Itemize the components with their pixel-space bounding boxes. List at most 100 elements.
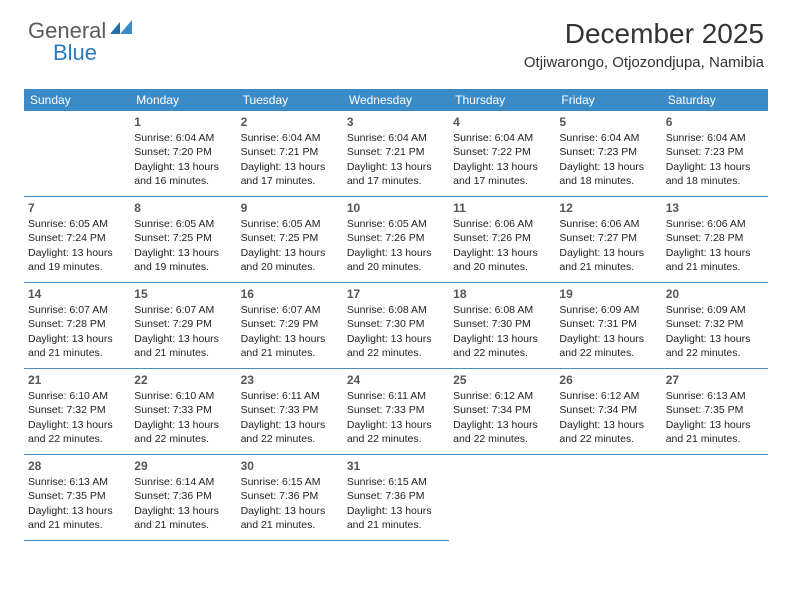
calendar-cell: 10Sunrise: 6:05 AMSunset: 7:26 PMDayligh…: [343, 197, 449, 283]
calendar-header-row: SundayMondayTuesdayWednesdayThursdayFrid…: [24, 89, 768, 111]
sunrise-text: Sunrise: 6:10 AM: [134, 389, 232, 403]
sunset-text: Sunset: 7:29 PM: [241, 317, 339, 331]
calendar-cell: 22Sunrise: 6:10 AMSunset: 7:33 PMDayligh…: [130, 369, 236, 455]
sunrise-text: Sunrise: 6:06 AM: [559, 217, 657, 231]
daylight-text: Daylight: 13 hours and 22 minutes.: [241, 418, 339, 446]
daylight-text: Daylight: 13 hours and 21 minutes.: [241, 332, 339, 360]
sunset-text: Sunset: 7:29 PM: [134, 317, 232, 331]
sunrise-text: Sunrise: 6:09 AM: [559, 303, 657, 317]
sunrise-text: Sunrise: 6:08 AM: [453, 303, 551, 317]
sunset-text: Sunset: 7:32 PM: [666, 317, 764, 331]
weekday-header: Monday: [130, 89, 236, 111]
sunset-text: Sunset: 7:26 PM: [453, 231, 551, 245]
sunset-text: Sunset: 7:28 PM: [28, 317, 126, 331]
calendar-cell: 4Sunrise: 6:04 AMSunset: 7:22 PMDaylight…: [449, 111, 555, 197]
calendar-cell: 15Sunrise: 6:07 AMSunset: 7:29 PMDayligh…: [130, 283, 236, 369]
sunrise-text: Sunrise: 6:04 AM: [347, 131, 445, 145]
daylight-text: Daylight: 13 hours and 18 minutes.: [666, 160, 764, 188]
sunrise-text: Sunrise: 6:13 AM: [28, 475, 126, 489]
sunset-text: Sunset: 7:26 PM: [347, 231, 445, 245]
daylight-text: Daylight: 13 hours and 19 minutes.: [28, 246, 126, 274]
daylight-text: Daylight: 13 hours and 22 minutes.: [453, 418, 551, 446]
calendar-cell: 5Sunrise: 6:04 AMSunset: 7:23 PMDaylight…: [555, 111, 661, 197]
sunrise-text: Sunrise: 6:04 AM: [559, 131, 657, 145]
weekday-header: Tuesday: [237, 89, 343, 111]
daylight-text: Daylight: 13 hours and 22 minutes.: [347, 418, 445, 446]
sunset-text: Sunset: 7:36 PM: [134, 489, 232, 503]
calendar-cell: 1Sunrise: 6:04 AMSunset: 7:20 PMDaylight…: [130, 111, 236, 197]
day-number: 25: [453, 372, 551, 388]
day-number: 23: [241, 372, 339, 388]
sunset-text: Sunset: 7:31 PM: [559, 317, 657, 331]
calendar-cell: 29Sunrise: 6:14 AMSunset: 7:36 PMDayligh…: [130, 455, 236, 541]
day-number: 22: [134, 372, 232, 388]
sunset-text: Sunset: 7:33 PM: [347, 403, 445, 417]
sunset-text: Sunset: 7:20 PM: [134, 145, 232, 159]
calendar-cell-empty: [24, 111, 130, 197]
calendar-cell: 25Sunrise: 6:12 AMSunset: 7:34 PMDayligh…: [449, 369, 555, 455]
day-number: 31: [347, 458, 445, 474]
daylight-text: Daylight: 13 hours and 21 minutes.: [666, 246, 764, 274]
sunset-text: Sunset: 7:34 PM: [559, 403, 657, 417]
day-number: 14: [28, 286, 126, 302]
day-number: 12: [559, 200, 657, 216]
sunrise-text: Sunrise: 6:07 AM: [134, 303, 232, 317]
sunset-text: Sunset: 7:22 PM: [453, 145, 551, 159]
calendar-cell: 6Sunrise: 6:04 AMSunset: 7:23 PMDaylight…: [662, 111, 768, 197]
sunset-text: Sunset: 7:24 PM: [28, 231, 126, 245]
sunset-text: Sunset: 7:32 PM: [28, 403, 126, 417]
month-title: December 2025: [524, 18, 764, 50]
sunset-text: Sunset: 7:28 PM: [666, 231, 764, 245]
daylight-text: Daylight: 13 hours and 22 minutes.: [453, 332, 551, 360]
daylight-text: Daylight: 13 hours and 20 minutes.: [347, 246, 445, 274]
day-number: 13: [666, 200, 764, 216]
sunrise-text: Sunrise: 6:05 AM: [347, 217, 445, 231]
calendar-cell: 26Sunrise: 6:12 AMSunset: 7:34 PMDayligh…: [555, 369, 661, 455]
day-number: 7: [28, 200, 126, 216]
day-number: 2: [241, 114, 339, 130]
day-number: 5: [559, 114, 657, 130]
day-number: 27: [666, 372, 764, 388]
sunset-text: Sunset: 7:23 PM: [559, 145, 657, 159]
day-number: 29: [134, 458, 232, 474]
daylight-text: Daylight: 13 hours and 21 minutes.: [347, 504, 445, 532]
day-number: 1: [134, 114, 232, 130]
calendar-cell: 24Sunrise: 6:11 AMSunset: 7:33 PMDayligh…: [343, 369, 449, 455]
day-number: 17: [347, 286, 445, 302]
sunset-text: Sunset: 7:35 PM: [28, 489, 126, 503]
calendar-cell: 14Sunrise: 6:07 AMSunset: 7:28 PMDayligh…: [24, 283, 130, 369]
sunrise-text: Sunrise: 6:05 AM: [134, 217, 232, 231]
sunrise-text: Sunrise: 6:15 AM: [347, 475, 445, 489]
daylight-text: Daylight: 13 hours and 22 minutes.: [134, 418, 232, 446]
weekday-header: Friday: [555, 89, 661, 111]
sunrise-text: Sunrise: 6:04 AM: [666, 131, 764, 145]
daylight-text: Daylight: 13 hours and 22 minutes.: [347, 332, 445, 360]
sunrise-text: Sunrise: 6:15 AM: [241, 475, 339, 489]
logo: General Blue: [28, 18, 132, 44]
sunrise-text: Sunrise: 6:07 AM: [241, 303, 339, 317]
calendar-cell-empty: [555, 455, 661, 541]
daylight-text: Daylight: 13 hours and 21 minutes.: [666, 418, 764, 446]
daylight-text: Daylight: 13 hours and 17 minutes.: [347, 160, 445, 188]
daylight-text: Daylight: 13 hours and 21 minutes.: [134, 332, 232, 360]
daylight-text: Daylight: 13 hours and 19 minutes.: [134, 246, 232, 274]
calendar-cell: 16Sunrise: 6:07 AMSunset: 7:29 PMDayligh…: [237, 283, 343, 369]
day-number: 16: [241, 286, 339, 302]
calendar-cell: 3Sunrise: 6:04 AMSunset: 7:21 PMDaylight…: [343, 111, 449, 197]
sunrise-text: Sunrise: 6:08 AM: [347, 303, 445, 317]
day-number: 11: [453, 200, 551, 216]
daylight-text: Daylight: 13 hours and 21 minutes.: [28, 332, 126, 360]
daylight-text: Daylight: 13 hours and 21 minutes.: [559, 246, 657, 274]
header: General Blue December 2025 Otjiwarongo, …: [0, 0, 792, 79]
daylight-text: Daylight: 13 hours and 22 minutes.: [666, 332, 764, 360]
daylight-text: Daylight: 13 hours and 21 minutes.: [28, 504, 126, 532]
calendar-cell: 9Sunrise: 6:05 AMSunset: 7:25 PMDaylight…: [237, 197, 343, 283]
sunset-text: Sunset: 7:33 PM: [241, 403, 339, 417]
day-number: 8: [134, 200, 232, 216]
calendar-cell-empty: [449, 455, 555, 541]
sunrise-text: Sunrise: 6:04 AM: [241, 131, 339, 145]
daylight-text: Daylight: 13 hours and 16 minutes.: [134, 160, 232, 188]
sunrise-text: Sunrise: 6:06 AM: [453, 217, 551, 231]
sunrise-text: Sunrise: 6:04 AM: [453, 131, 551, 145]
weekday-header: Saturday: [662, 89, 768, 111]
